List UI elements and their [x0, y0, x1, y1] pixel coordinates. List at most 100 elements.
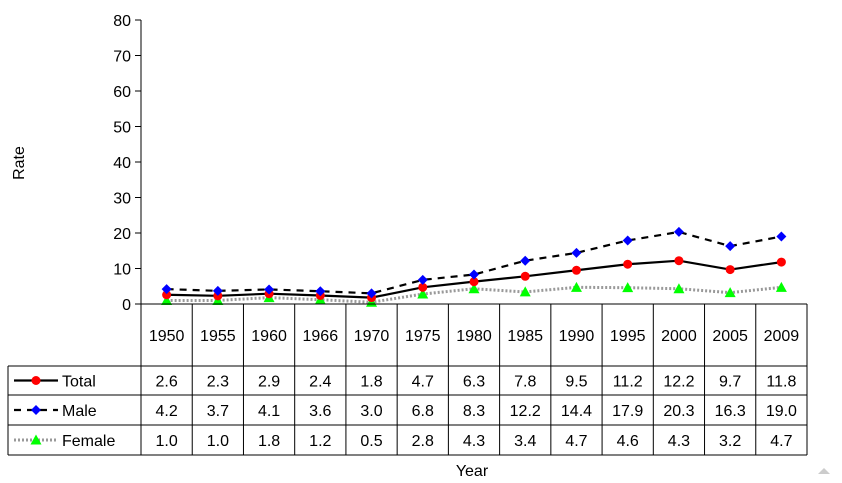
data-label: 17.9: [612, 403, 643, 420]
data-label: 2.6: [155, 374, 177, 391]
data-point-male: [673, 226, 684, 237]
data-label: 1.8: [360, 374, 382, 391]
data-label: 8.3: [463, 403, 485, 420]
data-point-female: [161, 294, 173, 305]
data-point-male: [469, 269, 479, 280]
data-label: 3.2: [719, 433, 741, 450]
x-tick-label: 1970: [354, 328, 390, 345]
data-point-male: [366, 288, 377, 299]
data-point-total: [776, 257, 786, 267]
data-point-total: [674, 256, 684, 266]
data-label: 4.7: [770, 433, 792, 450]
data-label: 12.2: [510, 403, 541, 420]
x-tick-label: 1966: [303, 328, 339, 345]
x-tick-label: 2005: [712, 328, 748, 345]
y-tick-label: 70: [113, 49, 131, 66]
data-label: 4.3: [668, 433, 690, 450]
data-label: 4.3: [463, 433, 485, 450]
x-tick-label: 1955: [200, 328, 236, 345]
data-table: 1950 1955 1960 1966 1970 1975 1980 1985 1990 1995…: [7, 303, 808, 456]
data-point-male: [520, 255, 531, 266]
data-label: 2.4: [309, 374, 331, 391]
data-point-female: [417, 288, 429, 299]
data-point-male: [776, 231, 787, 242]
data-label: 3.4: [514, 433, 536, 450]
y-tick-label: 20: [113, 226, 131, 243]
data-point-male: [264, 284, 275, 295]
data-point-male: [417, 274, 428, 285]
data-point-male: [315, 286, 326, 297]
data-label: 4.6: [617, 433, 639, 450]
data-label: 4.7: [565, 433, 587, 450]
data-label: 6.3: [463, 374, 485, 391]
data-label: 12.2: [663, 374, 694, 391]
data-label: 1.0: [155, 433, 177, 450]
data-label: 3.7: [207, 403, 229, 420]
data-point-male: [212, 285, 223, 296]
data-label: 1.8: [258, 433, 280, 450]
data-point-female: [724, 287, 736, 298]
legend-entry: Total: [62, 374, 96, 391]
x-tick-label: 2000: [661, 328, 697, 345]
x-axis-title: Year: [456, 463, 489, 480]
y-tick-label: 10: [113, 262, 131, 279]
y-tick-label: 80: [113, 13, 131, 30]
x-tick-label: 2009: [764, 328, 800, 345]
data-point-total: [520, 271, 530, 281]
y-axis-title: Rate: [11, 146, 28, 180]
data-label: 11.8: [766, 374, 796, 391]
data-label: 20.3: [663, 403, 694, 420]
data-point-female: [775, 281, 787, 292]
data-label: 14.4: [561, 403, 592, 420]
data-label: 3.6: [309, 403, 331, 420]
legend-entry: Female: [62, 433, 115, 450]
legend-key-marker: [31, 405, 41, 415]
data-label: 2.9: [258, 374, 280, 391]
data-point-male: [622, 235, 633, 246]
data-label: 7.8: [514, 374, 536, 391]
y-tick-label: 50: [113, 120, 131, 137]
data-label: 6.8: [412, 403, 434, 420]
data-point-female: [673, 283, 685, 294]
x-tick-label: 1960: [251, 328, 287, 345]
data-label: 4.2: [155, 403, 177, 420]
x-tick-label: 1950: [149, 328, 185, 345]
data-label: 19.0: [766, 403, 797, 420]
data-label: 11.2: [613, 374, 643, 391]
y-tick-label: 0: [122, 297, 131, 314]
legend-entry: Male: [62, 403, 97, 420]
data-label: 3.0: [360, 403, 382, 420]
y-tick-label: 40: [113, 155, 131, 172]
data-label: 4.7: [412, 374, 434, 391]
y-axis: [135, 19, 142, 305]
x-tick-label: 1975: [405, 328, 441, 345]
data-point-total: [725, 265, 735, 275]
data-label: 1.2: [309, 433, 331, 450]
data-label: 2.8: [412, 433, 434, 450]
data-point-total: [162, 290, 172, 300]
x-tick-label: 1985: [507, 328, 543, 345]
data-point-male: [571, 247, 582, 258]
data-point-female: [468, 283, 480, 294]
legend-key-marker: [31, 376, 41, 385]
legend-key-marker: [30, 434, 42, 445]
corner-mark-icon: [818, 468, 830, 474]
data-point-female: [519, 286, 531, 297]
data-label: 2.3: [207, 374, 229, 391]
data-point-female: [622, 282, 634, 293]
data-point-female: [570, 281, 582, 292]
y-tick-label: 30: [113, 191, 131, 208]
data-label: 9.5: [565, 374, 587, 391]
data-point-total: [623, 259, 633, 269]
data-label: 4.1: [258, 403, 280, 420]
y-tick-labels: 0 10 20 30 40 50 60 70 80: [113, 13, 131, 314]
data-label: 1.0: [207, 433, 229, 450]
data-point-total: [418, 282, 428, 292]
data-label: 9.7: [719, 374, 741, 391]
data-point-male: [725, 241, 736, 252]
x-tick-label: 1980: [456, 328, 492, 345]
data-label: 0.5: [360, 433, 382, 450]
data-label: 16.3: [715, 403, 746, 420]
x-tick-label: 1990: [559, 328, 595, 345]
